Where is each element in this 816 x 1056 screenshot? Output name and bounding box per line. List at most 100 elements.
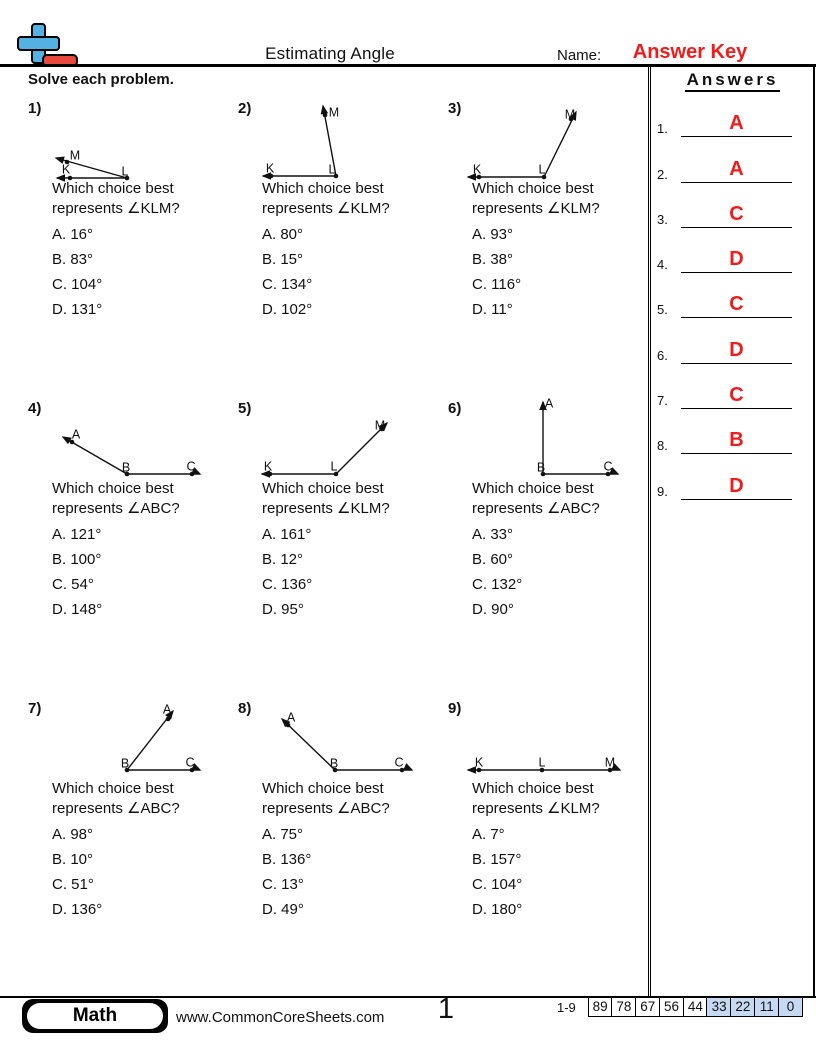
problem-question: Which choice best represents ∠KLM? — [472, 779, 657, 819]
problem: 7) Which choice best represents ∠ABC? A.… — [28, 695, 238, 995]
answer-blank-line — [681, 499, 792, 500]
question-line: Which choice best — [52, 480, 174, 497]
answer-blank-line — [681, 227, 792, 228]
problem-question: Which choice best represents ∠ABC? — [52, 479, 237, 519]
answer-blank-line — [681, 317, 792, 318]
answer-number: 6. — [657, 348, 668, 363]
answer-blank-line — [681, 136, 792, 137]
problem: 6) Which choice best represents ∠ABC? A.… — [448, 395, 658, 695]
problem: 3) Which choice best represents ∠KLM? A.… — [448, 95, 658, 395]
answer-blank-line — [681, 408, 792, 409]
grade-range-label: 1-9 — [557, 1000, 576, 1015]
problem: 5) Which choice best represents ∠KLM? A.… — [238, 395, 448, 695]
problem-question: Which choice best represents ∠ABC? — [262, 779, 447, 819]
answer-blank-line — [681, 182, 792, 183]
question-line: represents ∠KLM? — [472, 200, 600, 217]
answer-choice: D. 95° — [262, 601, 304, 618]
problem: 2) Which choice best represents ∠KLM? A.… — [238, 95, 448, 395]
problem-number: 4) — [28, 400, 42, 417]
answer-choice: A. 98° — [52, 826, 94, 843]
answer-choice: C. 51° — [52, 876, 94, 893]
question-line: represents ∠ABC? — [472, 500, 600, 517]
answer-number: 7. — [657, 393, 668, 408]
grading-scale-table: 89 78 67 56 44 33 22 11 0 — [587, 997, 804, 1017]
problem-number: 7) — [28, 700, 42, 717]
answer-blank-line — [681, 453, 792, 454]
answer-row-3: 3. C — [652, 201, 813, 228]
problem-question: Which choice best represents ∠KLM? — [262, 479, 447, 519]
answer-number: 2. — [657, 167, 668, 182]
website-url: www.CommonCoreSheets.com — [176, 1009, 385, 1026]
question-line: represents ∠ABC? — [262, 800, 390, 817]
answer-choice: B. 100° — [52, 551, 102, 568]
problem-number: 6) — [448, 400, 462, 417]
answer-choice: B. 60° — [472, 551, 514, 568]
answer-letter: D — [729, 248, 744, 270]
answer-choice: A. 16° — [52, 226, 94, 243]
grade-score-cell: 78 — [611, 997, 637, 1017]
answer-choice: C. 132° — [472, 576, 523, 593]
answer-choice: C. 134° — [262, 276, 313, 293]
answer-choice: C. 116° — [472, 276, 522, 293]
instructions: Solve each problem. — [28, 71, 174, 88]
grade-score-cell: 0 — [777, 997, 804, 1017]
answer-number: 5. — [657, 302, 668, 317]
footer-divider — [0, 996, 816, 999]
page-right-border — [813, 64, 815, 997]
problem-question: Which choice best represents ∠KLM? — [472, 179, 657, 219]
answers-divider — [648, 64, 651, 997]
answer-row-2: 2. A — [652, 156, 813, 183]
answer-choice: D. 49° — [262, 901, 304, 918]
answer-row-6: 6. D — [652, 337, 813, 364]
answer-row-4: 4. D — [652, 246, 813, 273]
grade-score-cell: 67 — [635, 997, 661, 1017]
problem-question: Which choice best represents ∠KLM? — [262, 179, 447, 219]
answer-choice: B. 136° — [262, 851, 312, 868]
name-label: Name: — [557, 47, 602, 64]
question-line: Which choice best — [472, 780, 594, 797]
answer-choice: A. 75° — [262, 826, 304, 843]
grade-score-cell: 89 — [587, 997, 613, 1017]
options-list: A. 161° B. 12° C. 136° D. 95° — [262, 522, 312, 622]
problem: 9) Which choice best represents ∠KLM? A.… — [448, 695, 658, 995]
options-list: A. 93° B. 38° C. 116° D. 11° — [472, 222, 521, 322]
answer-choice: A. 161° — [262, 526, 312, 543]
answer-row-5: 5. C — [652, 291, 813, 318]
problem: 4) Which choice best represents ∠ABC? A.… — [28, 395, 238, 695]
answer-row-1: 1. A — [652, 110, 813, 137]
answer-choice: C. 54° — [52, 576, 94, 593]
options-list: A. 16° B. 83° C. 104° D. 131° — [52, 222, 102, 322]
question-line: represents ∠ABC? — [52, 800, 180, 817]
question-line: represents ∠KLM? — [52, 200, 180, 217]
options-list: A. 75° B. 136° C. 13° D. 49° — [262, 822, 311, 922]
question-line: represents ∠ABC? — [52, 500, 180, 517]
options-list: A. 80° B. 15° C. 134° D. 102° — [262, 222, 312, 322]
answer-row-9: 9. D — [652, 473, 813, 500]
name-value-answer-key: Answer Key — [632, 41, 748, 63]
answers-panel: Answers 1. A 2. A 3. C 4. D 5. C 6. D 7. C 8. B 9. D — [652, 65, 813, 997]
answer-number: 8. — [657, 438, 668, 453]
answer-choice: D. 90° — [472, 601, 514, 618]
question-line: Which choice best — [472, 480, 594, 497]
options-list: A. 121° B. 100° C. 54° D. 148° — [52, 522, 102, 622]
answer-choice: B. 83° — [52, 251, 94, 268]
answer-choice: B. 38° — [472, 251, 514, 268]
answer-letter: A — [729, 158, 744, 180]
header-divider — [0, 64, 816, 67]
problem-number: 3) — [448, 100, 462, 117]
answer-number: 9. — [657, 484, 668, 499]
answer-choice: A. 121° — [52, 526, 102, 543]
answer-choice: C. 104° — [472, 876, 523, 893]
answer-choice: A. 33° — [472, 526, 514, 543]
answer-letter: C — [729, 384, 744, 406]
problem-question: Which choice best represents ∠ABC? — [472, 479, 657, 519]
question-line: Which choice best — [262, 480, 384, 497]
problem-number: 8) — [238, 700, 252, 717]
grade-score-cell: 11 — [754, 997, 780, 1017]
answer-choice: B. 12° — [262, 551, 304, 568]
problem-number: 2) — [238, 100, 252, 117]
answer-blank-line — [681, 272, 792, 273]
options-list: A. 33° B. 60° C. 132° D. 90° — [472, 522, 522, 622]
page-number: 1 — [437, 993, 455, 1025]
